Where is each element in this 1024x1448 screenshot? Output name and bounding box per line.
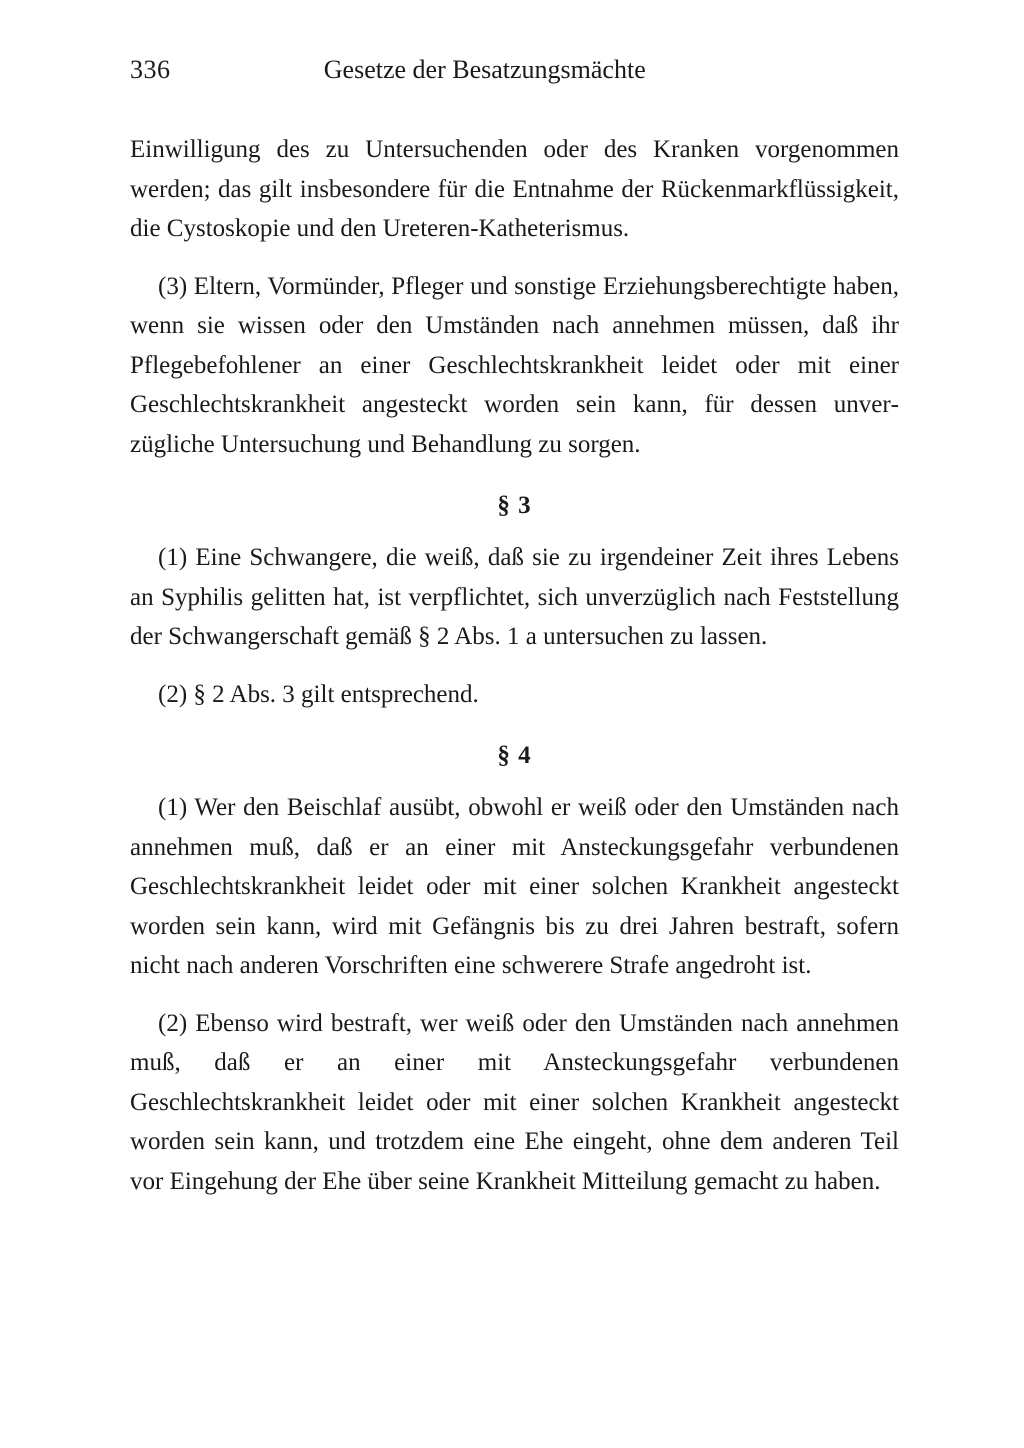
section3-para1: (1) Eine Schwangere, die weiß, daß sie z…: [130, 538, 899, 657]
running-title: Gesetze der Besatzungsmächte: [121, 55, 850, 85]
page-container: 336 Gesetze der Besatzungsmächte Einwill…: [0, 0, 1024, 1279]
paragraph-continuation: Einwilligung des zu Untersuchenden oder …: [130, 130, 899, 249]
section4-para1: (1) Wer den Beischlaf ausübt, obwohl er …: [130, 788, 899, 986]
section3-para2: (2) § 2 Abs. 3 gilt entsprechend.: [130, 675, 899, 715]
section-heading-4: § 4: [130, 742, 899, 770]
section-heading-3: § 3: [130, 492, 899, 520]
page-header: 336 Gesetze der Besatzungsmächte: [130, 55, 899, 85]
section4-para2: (2) Ebenso wird bestraft, wer weiß oder …: [130, 1004, 899, 1202]
paragraph-3: (3) Eltern, Vormünder, Pfleger und sonst…: [130, 267, 899, 465]
